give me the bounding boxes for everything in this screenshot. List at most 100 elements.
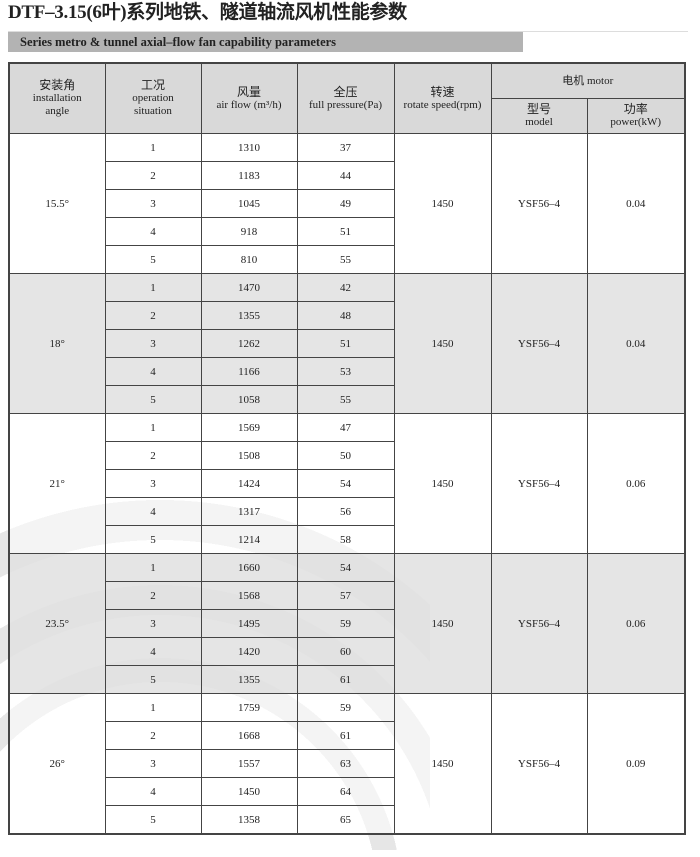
airflow-cell: 1668: [200, 721, 298, 750]
pressure-cell: 47: [296, 413, 395, 442]
table-row: 2 1568 57: [9, 581, 685, 610]
situation-cell: 4: [104, 497, 202, 526]
table-row: 3 1424 54: [9, 469, 685, 498]
situation-cell: 5: [104, 665, 202, 694]
table-row: 5 1358 65: [9, 805, 685, 835]
pressure-cell: 49: [296, 189, 395, 218]
pressure-cell: 54: [296, 469, 395, 498]
airflow-cell: 1355: [200, 301, 298, 330]
pressure-cell: 59: [296, 609, 395, 638]
model-cell: YSF56–4: [490, 273, 588, 414]
situation-cell: 4: [104, 357, 202, 386]
table-row: 5 1355 61: [9, 665, 685, 694]
header-airflow: 风量 air flow (m³/h): [200, 62, 298, 134]
airflow-cell: 1310: [200, 133, 298, 162]
table-row: 18° 1 1470 42 1450 YSF56–4 0.04: [8, 273, 686, 414]
model-cell: YSF56–4: [490, 693, 588, 835]
situation-cell: 2: [104, 441, 202, 470]
table-row: 2 1355 48: [9, 301, 685, 330]
page-header: DTF–3.15(6叶)系列地铁、隧道轴流风机性能参数 Series metro…: [0, 0, 690, 60]
airflow-cell: 810: [200, 245, 298, 274]
pressure-cell: 63: [296, 749, 395, 778]
pressure-cell: 51: [296, 329, 395, 358]
header-motor: 电机 motor: [490, 62, 686, 99]
situation-cell: 5: [104, 385, 202, 414]
table-row: 23.5° 1 1660 54 1450 YSF56–4 0.06: [8, 553, 686, 694]
airflow-cell: 1424: [200, 469, 298, 498]
situation-cell: 4: [104, 217, 202, 246]
header-situation: 工况 operation situation: [104, 62, 202, 134]
airflow-cell: 1759: [200, 693, 298, 722]
angle-cell: 21°: [8, 413, 106, 554]
airflow-cell: 1262: [200, 329, 298, 358]
situation-cell: 1: [104, 413, 202, 442]
angle-cell: 23.5°: [8, 553, 106, 694]
situation-cell: 2: [104, 581, 202, 610]
table-body: 15.5° 1 1310 37 1450 YSF56–4 0.04 2 1183 44 3 1045 4…: [8, 133, 686, 835]
airflow-cell: 1214: [200, 525, 298, 554]
pressure-cell: 44: [296, 161, 395, 190]
situation-cell: 3: [104, 469, 202, 498]
angle-cell: 26°: [8, 693, 106, 835]
situation-cell: 3: [104, 329, 202, 358]
airflow-cell: 1568: [200, 581, 298, 610]
pressure-cell: 55: [296, 385, 395, 414]
situation-cell: 2: [104, 721, 202, 750]
table-row: 4 1317 56: [9, 497, 685, 526]
speed-cell: 1450: [393, 133, 492, 274]
situation-cell: 2: [104, 161, 202, 190]
situation-cell: 1: [104, 273, 202, 302]
pressure-cell: 64: [296, 777, 395, 806]
header-angle: 安装角 installation angle: [8, 62, 106, 134]
header-speed: 转速 rotate speed(rpm): [393, 62, 492, 134]
airflow-cell: 1317: [200, 497, 298, 526]
table-row: 21° 1 1569 47 1450 YSF56–4 0.06: [8, 413, 686, 554]
table-row: 2 1508 50: [9, 441, 685, 470]
subtitle-bar: [8, 32, 523, 52]
power-cell: 0.09: [586, 693, 686, 835]
airflow-cell: 1045: [200, 189, 298, 218]
table-row: 3 1495 59: [9, 609, 685, 638]
table-row: 4 1166 53: [9, 357, 685, 386]
situation-cell: 3: [104, 189, 202, 218]
angle-cell: 15.5°: [8, 133, 106, 274]
airflow-cell: 1420: [200, 637, 298, 666]
pressure-cell: 42: [296, 273, 395, 302]
situation-cell: 3: [104, 749, 202, 778]
table-row: 4 918 51: [9, 217, 685, 246]
airflow-cell: 1058: [200, 385, 298, 414]
pressure-cell: 55: [296, 245, 395, 274]
airflow-cell: 1495: [200, 609, 298, 638]
page-title: DTF–3.15(6叶)系列地铁、隧道轴流风机性能参数: [8, 2, 407, 23]
table-row: 2 1183 44: [9, 161, 685, 190]
speed-cell: 1450: [393, 413, 492, 554]
airflow-cell: 1569: [200, 413, 298, 442]
pressure-cell: 60: [296, 637, 395, 666]
table-row: 26° 1 1759 59 1450 YSF56–4 0.09: [8, 693, 686, 835]
power-cell: 0.06: [586, 413, 686, 554]
pressure-cell: 48: [296, 301, 395, 330]
table-row: 15.5° 1 1310 37 1450 YSF56–4 0.04: [8, 133, 686, 274]
pressure-cell: 54: [296, 553, 395, 582]
page-subtitle: Series metro & tunnel axial–flow fan cap…: [20, 35, 337, 49]
table-row: 5 1058 55: [9, 385, 685, 414]
situation-cell: 5: [104, 525, 202, 554]
airflow-cell: 1557: [200, 749, 298, 778]
airflow-cell: 1470: [200, 273, 298, 302]
table-wrapper: 安装角 installation angle 工况 operation situ…: [8, 62, 686, 835]
situation-cell: 2: [104, 301, 202, 330]
airflow-cell: 1358: [200, 805, 298, 835]
table-row: 4 1420 60: [9, 637, 685, 666]
table-row: 4 1450 64: [9, 777, 685, 806]
pressure-cell: 37: [296, 133, 395, 162]
pressure-cell: 61: [296, 665, 395, 694]
model-cell: YSF56–4: [490, 413, 588, 554]
header-pressure: 全压 full pressure(Pa): [296, 62, 395, 134]
pressure-cell: 58: [296, 525, 395, 554]
power-cell: 0.04: [586, 273, 686, 414]
model-cell: YSF56–4: [490, 133, 588, 274]
pressure-cell: 56: [296, 497, 395, 526]
situation-cell: 4: [104, 777, 202, 806]
angle-cell: 18°: [8, 273, 106, 414]
pressure-cell: 51: [296, 217, 395, 246]
